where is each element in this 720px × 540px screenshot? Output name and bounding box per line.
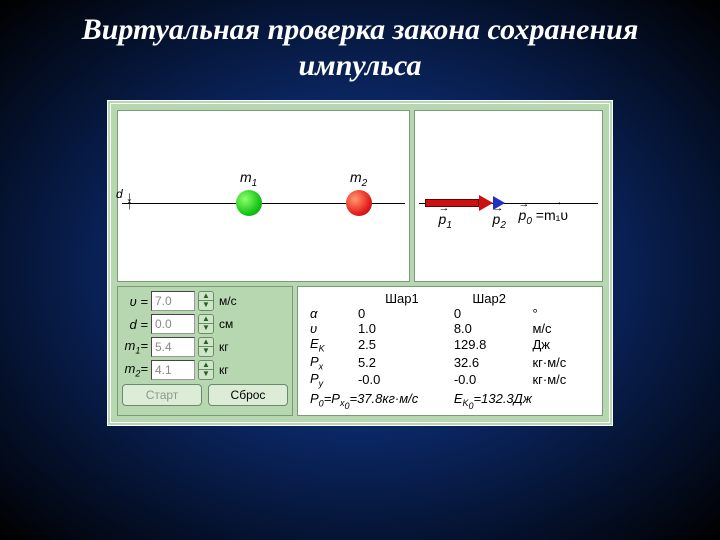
velocity-input[interactable] — [151, 291, 195, 311]
col-ball1: Шар1 — [354, 291, 450, 306]
result-row: α00° — [306, 306, 594, 321]
m2-input[interactable] — [151, 360, 195, 380]
gap-d-arrows: ↓↑ — [126, 192, 133, 208]
vector-p0-head — [479, 195, 493, 211]
summary-ek0: EK0=132.3Дж — [450, 389, 594, 411]
vector-p0 — [425, 199, 479, 207]
d-unit: см — [219, 317, 233, 331]
simulation-app: d ↓↑ m1 m2 →p1 →p2 →p0 → — [107, 100, 613, 426]
result-row: EK2.5129.8Дж — [306, 336, 594, 354]
collision-view: d ↓↑ m1 m2 — [117, 110, 410, 282]
p1-label: →p1 — [439, 211, 452, 231]
results-panel: Шар1 Шар2 α00°υ1.08.0м/сEK2.5129.8ДжPx5.… — [297, 286, 603, 416]
p0-label: →p0 → =m₁υ — [519, 207, 568, 227]
m2-unit: кг — [219, 363, 229, 377]
input-row-d: d = ▲▼ см — [122, 314, 288, 334]
start-button[interactable]: Старт — [122, 384, 202, 406]
input-row-velocity: υ = ▲▼ м/с — [122, 291, 288, 311]
result-row: Px5.232.6кг·м/с — [306, 354, 594, 372]
d-spinner[interactable]: ▲▼ — [198, 314, 214, 334]
m2-spinner[interactable]: ▲▼ — [198, 360, 214, 380]
m1-input[interactable] — [151, 337, 195, 357]
input-row-m2: m2= ▲▼ кг — [122, 360, 288, 380]
summary-p0: P0=Px0=37.8кг·м/с — [306, 389, 450, 411]
velocity-label: υ = — [122, 294, 148, 309]
result-row: υ1.08.0м/с — [306, 321, 594, 336]
d-input[interactable] — [151, 314, 195, 334]
col-ball2: Шар2 — [450, 291, 529, 306]
p2-label: →p2 — [493, 211, 506, 231]
inputs-panel: υ = ▲▼ м/с d = ▲▼ см m1= ▲▼ кг m2= ▲▼ — [117, 286, 293, 416]
ball-2 — [346, 190, 372, 216]
momentum-view: →p1 →p2 →p0 → =m₁υ — [414, 110, 603, 282]
reset-button[interactable]: Сброс — [208, 384, 288, 406]
m1-unit: кг — [219, 340, 229, 354]
slide-title: Виртуальная проверка закона сохранения и… — [0, 0, 720, 92]
velocity-spinner[interactable]: ▲▼ — [198, 291, 214, 311]
ball-1-label: m1 — [240, 169, 257, 189]
velocity-unit: м/с — [219, 294, 237, 308]
spin-down-icon: ▼ — [199, 301, 213, 310]
input-row-m1: m1= ▲▼ кг — [122, 337, 288, 357]
m2-label: m2= — [122, 361, 148, 379]
ball-1 — [236, 190, 262, 216]
m1-label: m1= — [122, 338, 148, 356]
ball-2-label: m2 — [350, 169, 367, 189]
result-row: Py-0.0-0.0кг·м/с — [306, 371, 594, 389]
d-label: d = — [122, 317, 148, 332]
gap-d-label: d — [116, 187, 123, 201]
results-table: Шар1 Шар2 α00°υ1.08.0м/сEK2.5129.8ДжPx5.… — [306, 291, 594, 411]
m1-spinner[interactable]: ▲▼ — [198, 337, 214, 357]
